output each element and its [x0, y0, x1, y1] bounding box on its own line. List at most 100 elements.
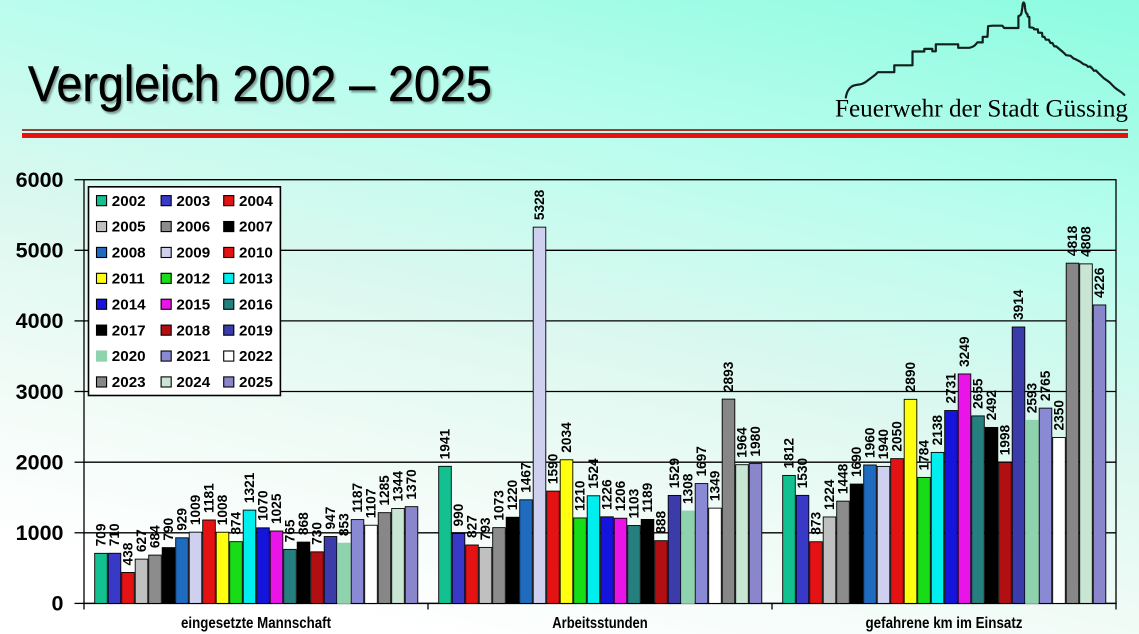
- svg-text:873: 873: [808, 512, 823, 535]
- svg-text:2593: 2593: [1024, 382, 1039, 413]
- svg-text:1448: 1448: [835, 463, 850, 494]
- svg-text:1073: 1073: [491, 490, 506, 521]
- svg-text:888: 888: [653, 510, 668, 533]
- svg-text:2009: 2009: [176, 245, 210, 262]
- svg-text:1103: 1103: [626, 488, 641, 518]
- svg-text:1025: 1025: [269, 493, 284, 524]
- svg-text:1940: 1940: [876, 429, 891, 460]
- svg-text:2012: 2012: [176, 271, 210, 288]
- svg-text:1697: 1697: [694, 446, 709, 477]
- svg-text:929: 929: [174, 508, 189, 531]
- svg-text:793: 793: [478, 517, 493, 540]
- svg-text:1349: 1349: [707, 470, 722, 501]
- svg-text:1690: 1690: [849, 446, 864, 477]
- svg-text:2034: 2034: [559, 422, 574, 453]
- svg-text:1308: 1308: [680, 473, 695, 504]
- svg-text:1009: 1009: [188, 494, 203, 525]
- svg-text:2890: 2890: [903, 361, 918, 392]
- svg-text:4000: 4000: [16, 309, 64, 333]
- svg-text:2002: 2002: [112, 193, 146, 210]
- svg-text:4818: 4818: [1065, 225, 1080, 256]
- svg-text:2005: 2005: [112, 219, 146, 236]
- svg-text:2004: 2004: [239, 193, 273, 210]
- svg-text:2025: 2025: [239, 374, 273, 391]
- svg-text:1941: 1941: [437, 428, 452, 459]
- svg-text:1370: 1370: [404, 469, 419, 500]
- svg-text:2008: 2008: [112, 245, 146, 262]
- svg-text:874: 874: [228, 511, 243, 534]
- svg-text:2013: 2013: [239, 271, 273, 288]
- svg-text:1210: 1210: [572, 480, 587, 511]
- svg-text:1187: 1187: [350, 482, 365, 512]
- svg-text:Feuerwehr der Stadt Güssing: Feuerwehr der Stadt Güssing: [835, 94, 1128, 122]
- svg-text:853: 853: [336, 513, 351, 536]
- svg-text:5000: 5000: [16, 239, 64, 263]
- svg-text:2017: 2017: [112, 322, 146, 339]
- svg-text:eingesetzte Mannschaft: eingesetzte Mannschaft: [181, 615, 331, 632]
- svg-text:4226: 4226: [1092, 267, 1107, 298]
- svg-text:2350: 2350: [1051, 400, 1066, 431]
- svg-text:2011: 2011: [112, 271, 146, 288]
- svg-text:2015: 2015: [176, 296, 210, 313]
- svg-text:1226: 1226: [599, 479, 614, 510]
- svg-text:710: 710: [107, 523, 122, 546]
- svg-text:2492: 2492: [984, 390, 999, 421]
- svg-text:2023: 2023: [112, 374, 146, 391]
- svg-text:1220: 1220: [505, 479, 520, 510]
- svg-text:627: 627: [134, 529, 149, 552]
- svg-text:3249: 3249: [957, 336, 972, 367]
- svg-text:868: 868: [296, 512, 311, 535]
- svg-text:2655: 2655: [970, 378, 985, 409]
- svg-text:2007: 2007: [239, 219, 273, 236]
- svg-text:Arbeitsstunden: Arbeitsstunden: [552, 615, 648, 632]
- svg-text:1206: 1206: [613, 480, 628, 511]
- svg-text:1964: 1964: [734, 427, 749, 458]
- svg-text:2014: 2014: [112, 296, 146, 313]
- svg-text:0: 0: [52, 592, 64, 616]
- svg-text:3914: 3914: [1011, 289, 1026, 320]
- svg-text:709: 709: [93, 523, 108, 546]
- svg-text:2050: 2050: [889, 421, 904, 452]
- svg-text:1181: 1181: [201, 483, 216, 513]
- svg-text:4808: 4808: [1078, 226, 1093, 257]
- svg-text:730: 730: [309, 522, 324, 545]
- svg-text:2018: 2018: [176, 322, 210, 339]
- svg-text:1000: 1000: [16, 521, 64, 545]
- svg-text:1998: 1998: [997, 424, 1012, 455]
- svg-text:1344: 1344: [390, 471, 405, 502]
- svg-text:2024: 2024: [176, 374, 210, 391]
- svg-text:3000: 3000: [16, 380, 64, 404]
- svg-text:1285: 1285: [377, 475, 392, 506]
- svg-text:2000: 2000: [16, 451, 64, 475]
- svg-text:2003: 2003: [176, 193, 210, 210]
- svg-text:790: 790: [161, 517, 176, 540]
- svg-text:1321: 1321: [242, 472, 257, 503]
- svg-text:2010: 2010: [239, 245, 273, 262]
- svg-text:765: 765: [282, 519, 297, 542]
- svg-text:1980: 1980: [748, 426, 763, 457]
- svg-text:1224: 1224: [822, 479, 837, 510]
- svg-text:2021: 2021: [176, 348, 210, 365]
- svg-text:2019: 2019: [239, 322, 273, 339]
- svg-text:684: 684: [147, 525, 162, 548]
- svg-text:1529: 1529: [667, 458, 682, 489]
- svg-text:1107: 1107: [363, 488, 378, 518]
- svg-text:1784: 1784: [916, 440, 931, 471]
- svg-text:1070: 1070: [255, 490, 270, 521]
- svg-text:990: 990: [451, 503, 466, 526]
- svg-text:1812: 1812: [781, 438, 796, 469]
- svg-text:6000: 6000: [16, 168, 64, 192]
- svg-text:1524: 1524: [586, 458, 601, 489]
- svg-text:1590: 1590: [545, 453, 560, 484]
- svg-text:438: 438: [120, 542, 135, 565]
- svg-text:2893: 2893: [721, 361, 736, 392]
- svg-text:2731: 2731: [943, 373, 958, 404]
- svg-text:2016: 2016: [239, 296, 273, 313]
- svg-text:gefahrene km im Einsatz: gefahrene km im Einsatz: [866, 615, 1023, 632]
- svg-text:1530: 1530: [795, 458, 810, 489]
- svg-text:2006: 2006: [176, 219, 210, 236]
- svg-text:2138: 2138: [930, 415, 945, 446]
- svg-text:947: 947: [323, 506, 338, 529]
- svg-text:2020: 2020: [112, 348, 146, 365]
- svg-text:1960: 1960: [862, 427, 877, 458]
